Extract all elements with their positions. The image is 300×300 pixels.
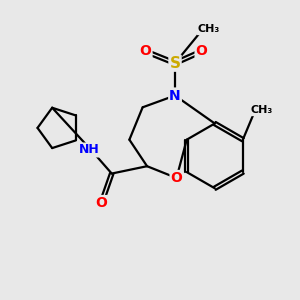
Text: S: S [169,56,181,70]
Text: O: O [140,44,152,58]
Text: N: N [169,88,181,103]
Text: CH₃: CH₃ [198,24,220,34]
Text: O: O [95,196,107,210]
Text: O: O [196,44,208,58]
Text: O: O [171,171,182,185]
Text: NH: NH [79,143,100,157]
Text: CH₃: CH₃ [251,105,273,115]
